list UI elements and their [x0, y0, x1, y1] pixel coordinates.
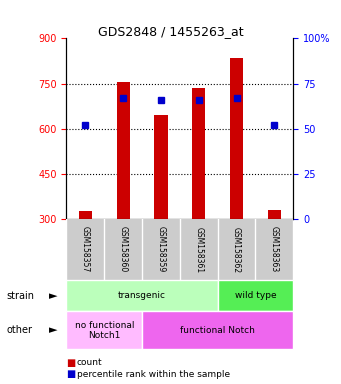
Bar — [142, 311, 293, 349]
Text: GSM158359: GSM158359 — [157, 227, 165, 273]
Bar — [154, 115, 167, 219]
Bar — [79, 211, 92, 219]
Text: GSM158363: GSM158363 — [270, 227, 279, 273]
Text: no functional
Notch1: no functional Notch1 — [75, 321, 134, 340]
Text: wild type: wild type — [235, 291, 276, 300]
Text: GSM158362: GSM158362 — [232, 227, 241, 273]
Text: ►: ► — [49, 291, 57, 301]
Bar — [66, 311, 142, 349]
Bar — [268, 210, 281, 219]
Text: functional Notch: functional Notch — [180, 326, 255, 335]
Text: GDS2848 / 1455263_at: GDS2848 / 1455263_at — [98, 25, 243, 38]
Text: strain: strain — [7, 291, 35, 301]
Bar — [117, 82, 130, 219]
Text: other: other — [7, 325, 33, 335]
Bar — [218, 280, 293, 311]
Text: transgenic: transgenic — [118, 291, 166, 300]
Bar — [230, 58, 243, 219]
Bar — [66, 280, 218, 311]
Text: ►: ► — [49, 325, 57, 335]
Text: GSM158360: GSM158360 — [119, 227, 128, 273]
Text: count: count — [77, 358, 102, 367]
Text: percentile rank within the sample: percentile rank within the sample — [77, 370, 230, 379]
Text: ■: ■ — [66, 358, 76, 368]
Text: GSM158361: GSM158361 — [194, 227, 203, 273]
Bar — [192, 88, 205, 219]
Text: ■: ■ — [66, 369, 76, 379]
Text: GSM158357: GSM158357 — [81, 227, 90, 273]
